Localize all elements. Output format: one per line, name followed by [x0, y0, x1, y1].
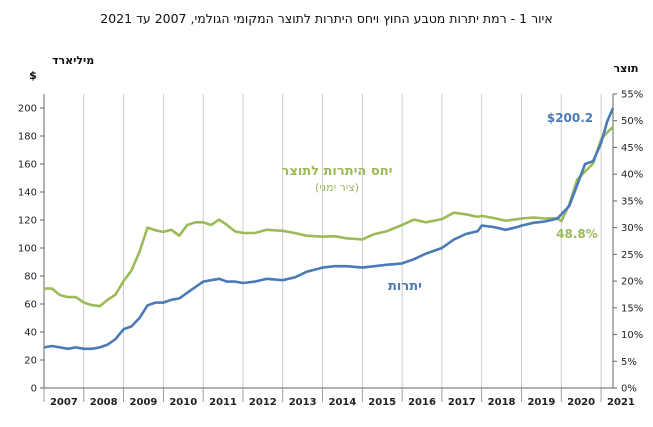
x-tick-label-2017: 2017 — [448, 397, 476, 408]
x-tick-label-2019: 2019 — [527, 397, 555, 408]
axes — [43, 94, 614, 389]
reserves-end-label: $200.2 — [547, 111, 593, 125]
right-tick-label-40%: 40% — [621, 170, 643, 181]
left-tick-label-0: 0 — [31, 384, 37, 395]
x-axis-ticks: 2007 2008 2009 2010 2011 2012 2013 2014 2015 2016… — [43, 388, 635, 408]
left-tick-label-200: 200 — [18, 104, 37, 115]
right-tick-label-30%: 30% — [621, 223, 643, 234]
x-tick-label-2020: 2020 — [567, 397, 595, 408]
left-unit-label: מיליארד — [52, 54, 94, 67]
right-tick-label-10%: 10% — [621, 330, 643, 341]
x-tick-label-2021: 2021 — [607, 397, 635, 408]
x-tick-label-2008: 2008 — [90, 397, 118, 408]
series-line-ratio — [44, 126, 614, 308]
right-tick-label-25%: 25% — [621, 250, 643, 261]
grid-lines — [83, 94, 602, 388]
right-unit-label: תוצר — [613, 62, 638, 75]
right-axis-ticks: 0% 5% 10% 15% 20% 25% 30% 35% 40% 45% 50% 55% — [613, 90, 643, 395]
right-tick-label-45%: 45% — [621, 143, 643, 154]
x-tick-label-2018: 2018 — [488, 397, 516, 408]
x-tick-label-2014: 2014 — [329, 397, 357, 408]
left-tick-label-40: 40 — [24, 328, 37, 339]
x-tick-label-2013: 2013 — [289, 397, 317, 408]
left-tick-label-60: 60 — [24, 300, 37, 311]
reserves-series-label: יתרות — [388, 279, 422, 294]
left-tick-label-160: 160 — [18, 160, 37, 171]
x-tick-label-2011: 2011 — [209, 397, 237, 408]
x-tick-label-2012: 2012 — [249, 397, 277, 408]
x-tick-label-2010: 2010 — [169, 397, 197, 408]
x-tick-label-2015: 2015 — [368, 397, 396, 408]
right-tick-label-20%: 20% — [621, 277, 643, 288]
left-tick-label-80: 80 — [24, 272, 37, 283]
right-tick-label-50%: 50% — [621, 116, 643, 127]
ratio-axis-annotation: (ציר ימני) — [315, 181, 359, 194]
x-tick-label-2009: 2009 — [130, 397, 158, 408]
left-tick-label-100: 100 — [18, 244, 37, 255]
right-tick-label-0%: 0% — [621, 384, 637, 395]
right-tick-label-5%: 5% — [621, 357, 637, 368]
left-axis-ticks: 0 20 40 60 80 100 120 140 160 180 200 — [18, 104, 44, 395]
left-tick-label-180: 180 — [18, 132, 37, 143]
ratio-series-label: יחס היתרות לתוצר — [282, 164, 393, 179]
series-line-reserves — [43, 107, 615, 351]
chart-title: איור 1 - רמת יתרות מטבע החוץ ויחס היתרות… — [100, 11, 553, 26]
right-tick-label-35%: 35% — [621, 196, 643, 207]
left-tick-label-140: 140 — [18, 188, 37, 199]
right-tick-label-55%: 55% — [621, 90, 643, 101]
left-tick-label-120: 120 — [18, 216, 37, 227]
x-tick-label-2016: 2016 — [408, 397, 436, 408]
left-tick-label-20: 20 — [24, 356, 37, 367]
left-currency-label: $ — [29, 69, 37, 82]
right-tick-label-15%: 15% — [621, 303, 643, 314]
ratio-end-label: 48.8% — [556, 227, 598, 241]
x-tick-label-2007: 2007 — [50, 397, 78, 408]
